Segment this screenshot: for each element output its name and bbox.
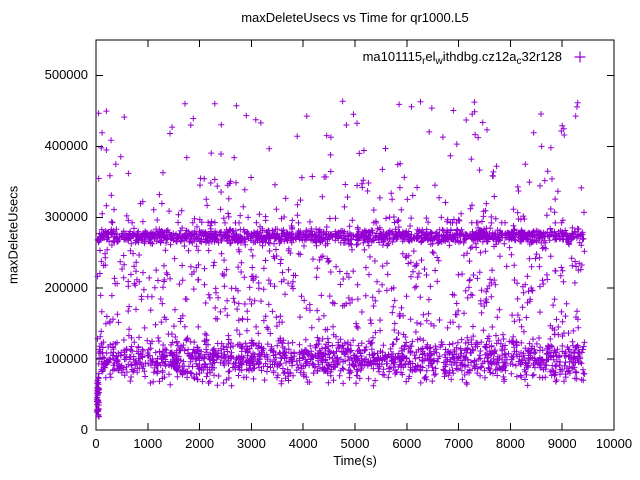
legend-subscript: c [516,56,522,67]
x-tick-label: 7000 [444,436,474,451]
x-tick-label: 0 [92,436,100,451]
legend-series-label: ma101115relwithdbg.cz12ac32r128 [362,49,562,67]
x-tick-label: 1000 [133,436,163,451]
legend-text-part: ithdbg.cz12a [442,49,517,64]
y-tick-label: 200000 [44,280,88,296]
legend-text-part: el [425,49,436,64]
legend: ma101115relwithdbg.cz12ac32r128 [362,49,588,67]
y-tick-label: 0 [80,422,88,437]
y-tick-label: 100000 [44,351,88,367]
x-tick-label: 4000 [288,436,318,451]
legend-subscript: w [435,56,443,67]
x-tick-label: 6000 [392,436,422,451]
legend-text-part: ma101115 [362,49,423,64]
y-tick-label: 400000 [44,138,88,154]
y-tick-label: 300000 [44,209,88,225]
legend-plus-marker-icon [574,51,586,62]
legend-subscript: r [422,56,426,67]
x-tick-label: 3000 [236,436,266,451]
x-tick-label: 5000 [340,436,370,451]
x-tick-label: 9000 [547,436,577,451]
y-tick-label: 500000 [44,67,88,83]
x-axis-label: Time(s) [333,453,377,468]
x-tick-label: 10000 [595,436,633,451]
chart-title: maxDeleteUsecs vs Time for qr1000.L5 [241,10,469,25]
legend-text-part: 32r128 [521,49,562,64]
x-tick-label: 8000 [495,436,525,451]
x-tick-label: 2000 [185,436,215,451]
